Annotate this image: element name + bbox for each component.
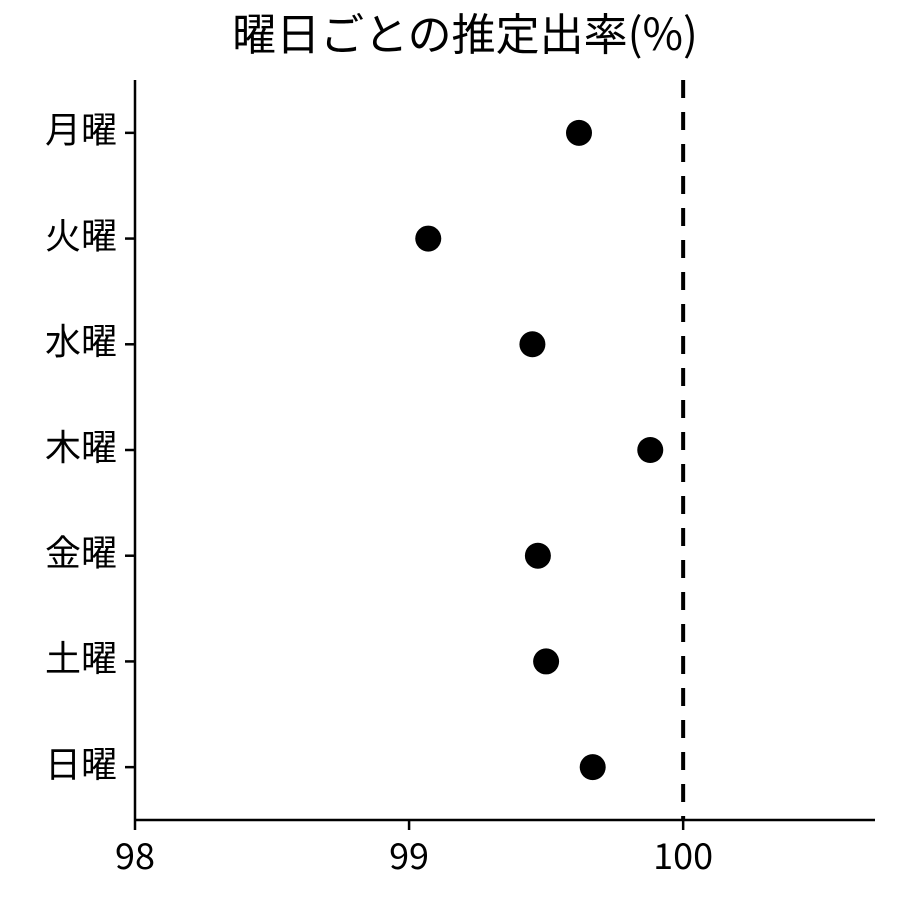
x-tick-label: 98 xyxy=(115,828,155,880)
data-point xyxy=(519,331,545,357)
dot-chart: 曜日ごとの推定出率(%) 月曜火曜水曜木曜金曜土曜日曜 98 99 100 xyxy=(0,0,900,900)
chart-title: 曜日ごとの推定出率(%) xyxy=(232,0,698,63)
y-tick-labels: 月曜火曜水曜木曜金曜土曜日曜 xyxy=(45,102,117,788)
y-tick-label: 土曜 xyxy=(45,630,117,682)
y-tick-label: 木曜 xyxy=(45,419,117,471)
data-point xyxy=(525,543,551,569)
axes xyxy=(125,80,875,830)
y-tick-label: 水曜 xyxy=(45,313,117,365)
y-tick-label: 火曜 xyxy=(45,207,117,259)
y-tick-label: 金曜 xyxy=(45,524,117,576)
data-point xyxy=(637,437,663,463)
data-point xyxy=(580,754,606,780)
y-tick-label: 日曜 xyxy=(45,736,117,788)
data-points xyxy=(415,120,663,780)
x-tick-label: 100 xyxy=(653,828,713,880)
data-point xyxy=(533,648,559,674)
x-tick-labels: 98 99 100 xyxy=(115,828,713,880)
y-tick-label: 月曜 xyxy=(45,102,117,154)
x-tick-label: 99 xyxy=(389,828,429,880)
data-point xyxy=(415,226,441,252)
data-point xyxy=(566,120,592,146)
